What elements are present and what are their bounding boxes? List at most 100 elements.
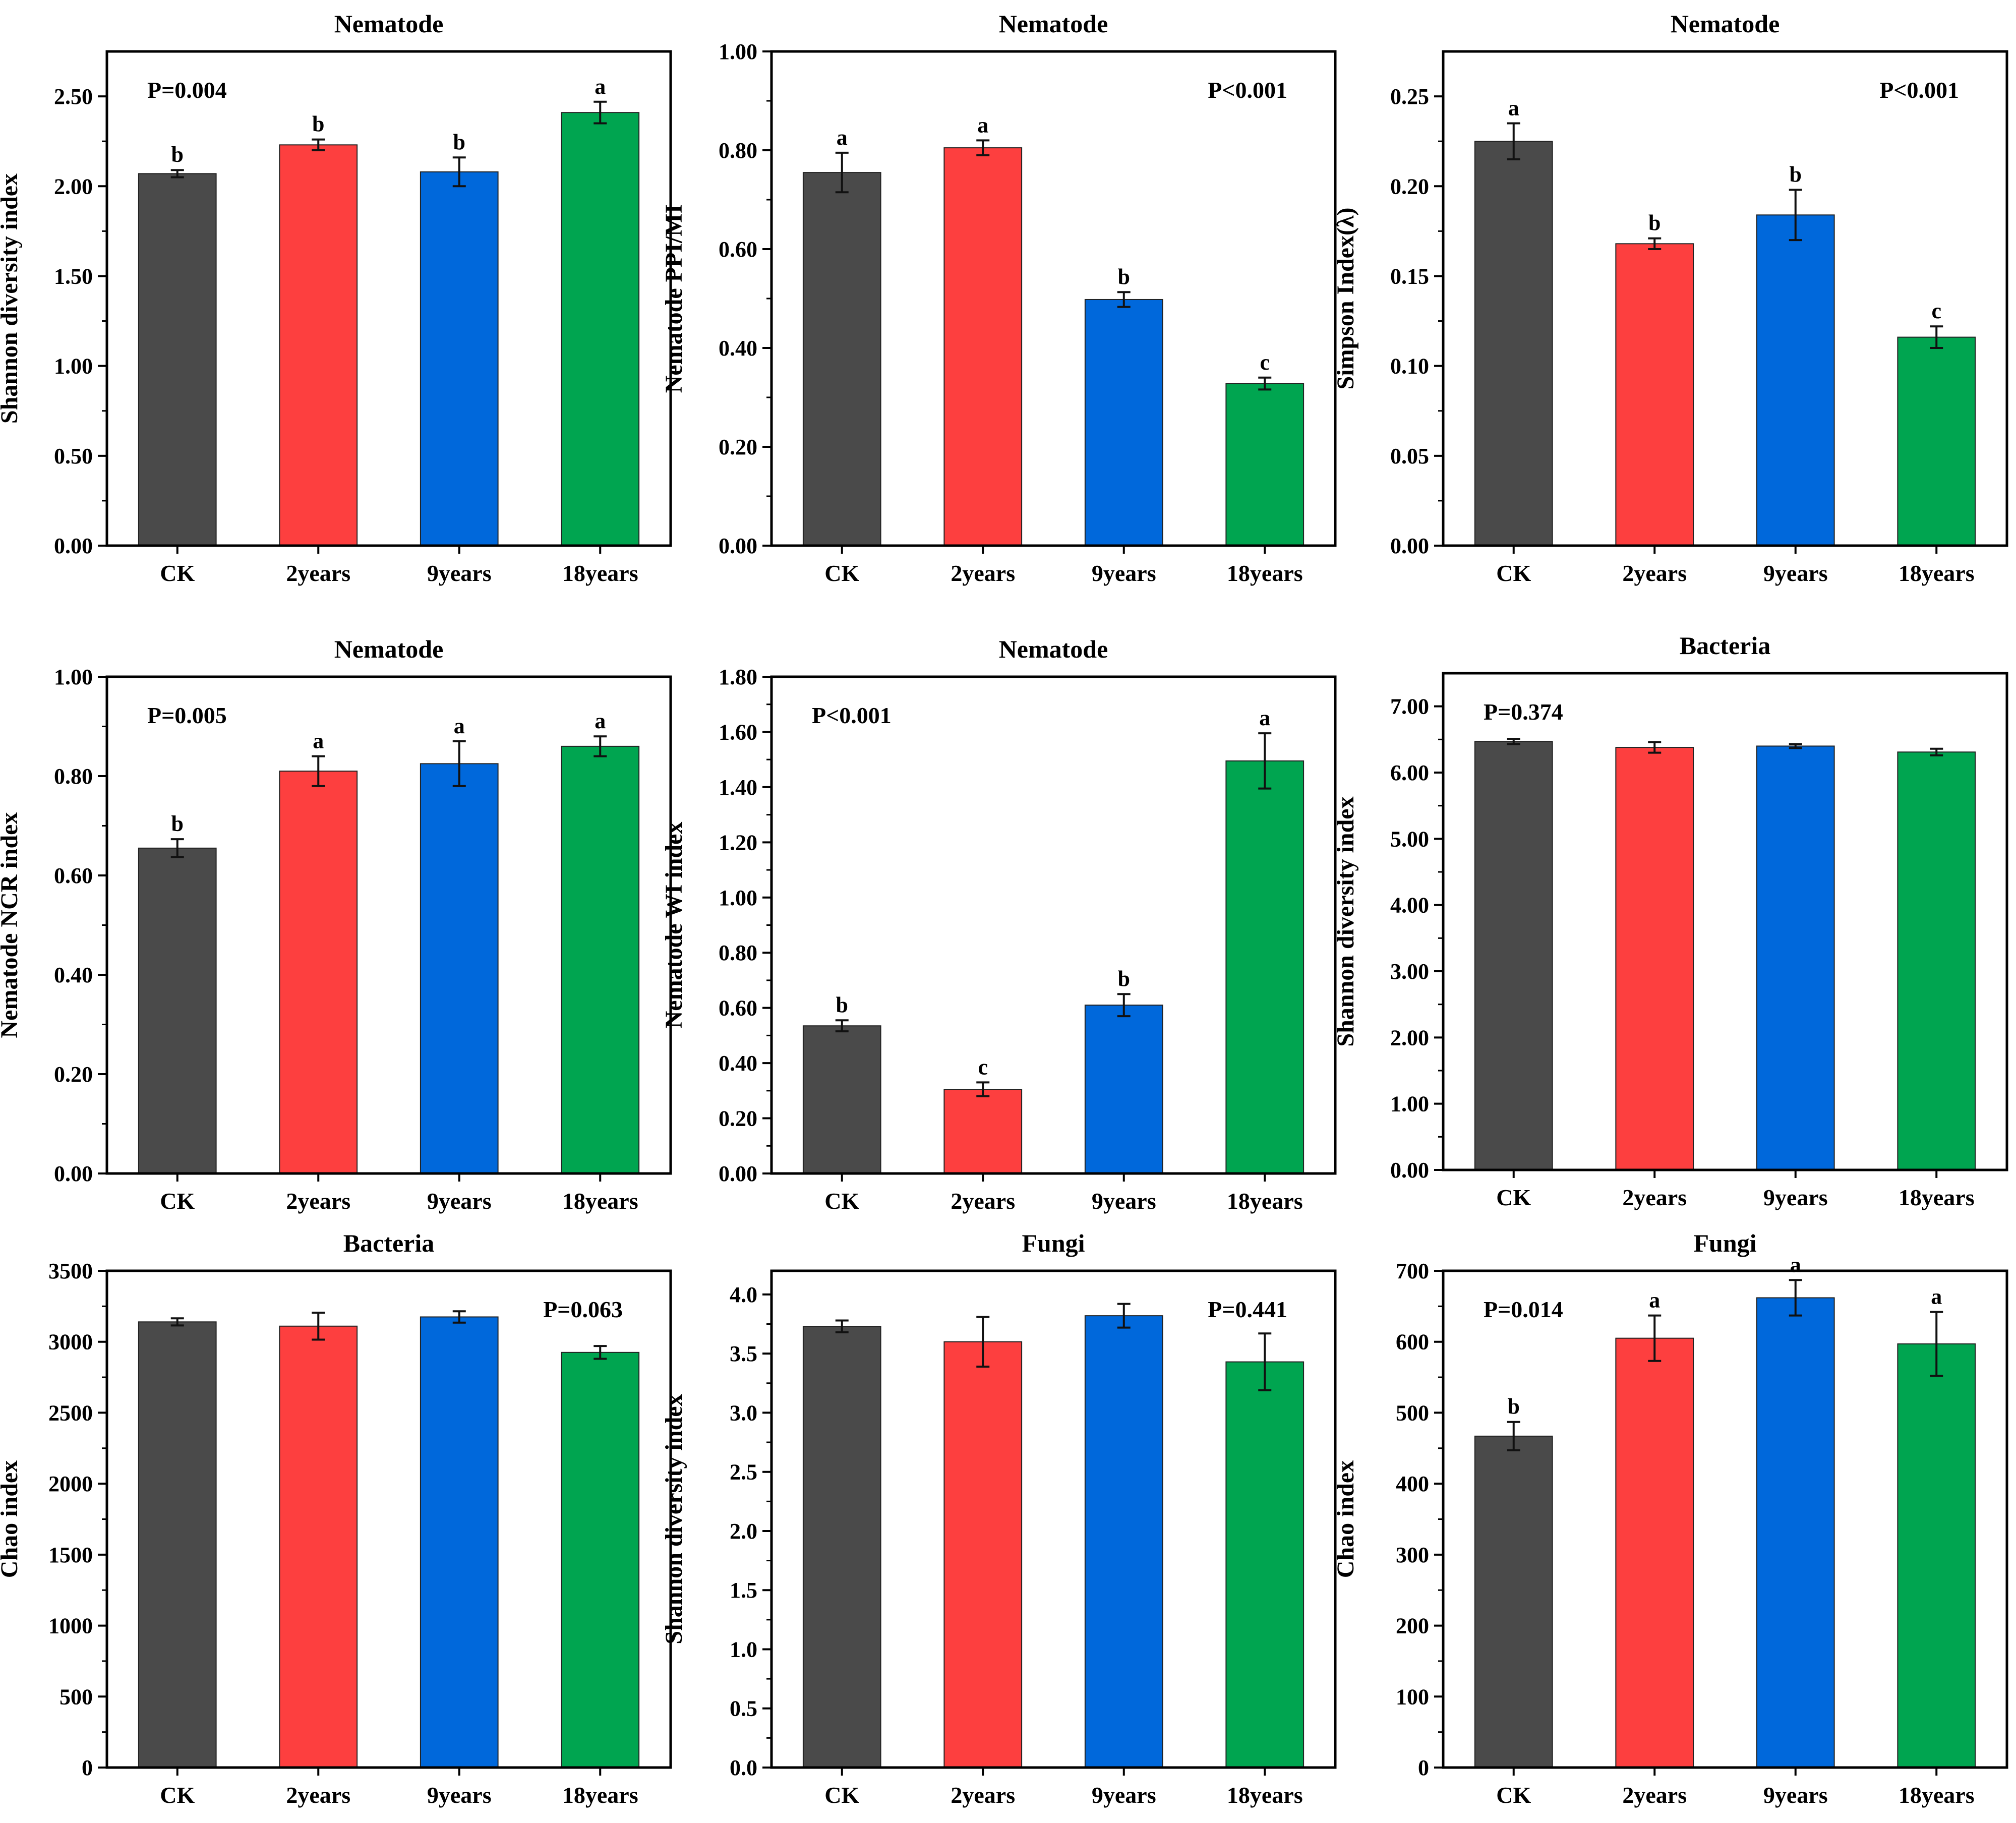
y-tick-label: 0.50 [54,444,93,468]
bar-18years [1225,1361,1305,1769]
x-tick-label-9years: 9years [1763,1185,1828,1210]
sig-letter-2years: b [312,112,324,137]
y-axis-label: Simpson Index(λ) [1332,207,1359,389]
bar-18years [561,112,640,546]
y-tick-label: 0.20 [719,435,757,459]
x-tick-label-18years: 18years [1899,560,1975,586]
plot-frame [770,675,1337,1175]
y-tick-label: 0.05 [1390,444,1429,468]
bar-CK [802,1326,881,1768]
y-tick-label: 100 [1396,1684,1429,1709]
p-value-label: P<0.001 [1879,77,1959,103]
y-tick-label: 7.00 [1390,694,1429,719]
y-axis-label: Nematode PPI/MI [661,204,687,393]
y-tick-label: 1.40 [719,775,757,800]
chart-panel-4: Nematode Nematode NCR index b CK a 2years a 9ye… [0,635,672,1214]
y-axis-label: Shannon diversity index [1332,796,1359,1046]
y-tick-label: 0.20 [54,1062,93,1087]
chart-title: Bacteria [343,1229,434,1257]
chart-panel-9: Fungi Chao index b CK a 2years a 9years a 18years… [1332,1229,2008,1808]
bar-18years [561,1351,640,1769]
y-tick-label: 3.00 [1390,959,1429,984]
p-value-label: P=0.063 [543,1297,623,1322]
plot-frame [770,50,1337,547]
x-tick-label-2years: 2years [951,1782,1015,1808]
y-tick-label: 1.00 [1390,1092,1429,1116]
y-tick-label: 0.00 [719,534,757,558]
sig-letter-2years: a [313,729,324,753]
bar-9years [1084,1315,1163,1769]
bar-2years [279,1325,358,1768]
sig-letter-CK: a [1508,96,1519,121]
plot-frame [1442,50,2008,547]
y-tick-label: 3.0 [730,1400,757,1425]
y-tick-label: 2.5 [730,1460,757,1485]
sig-letter-2years: a [977,112,988,137]
p-value-label: P=0.014 [1484,1297,1563,1322]
sig-letter-18years: a [1931,1284,1942,1309]
y-tick-label: 1500 [48,1543,93,1567]
y-tick-label: 0.40 [54,963,93,987]
sig-letter-2years: c [978,1054,988,1079]
x-tick-label-CK: CK [1496,1782,1531,1808]
sig-letter-18years: a [595,74,606,99]
y-axis-label: Nematode NCR index [0,812,23,1038]
chart-panel-5: Nematode Nematode WI index b CK c 2years b 9yea… [661,635,1337,1214]
y-tick-label: 1.5 [730,1578,757,1603]
y-tick-label: 1.00 [54,354,93,379]
x-tick-label-CK: CK [160,560,195,586]
x-tick-label-9years: 9years [427,560,492,586]
sig-letter-9years: b [1118,264,1130,289]
y-tick-label: 0.80 [719,138,757,163]
bar-2years [1615,1337,1694,1768]
y-tick-label: 700 [1396,1259,1429,1283]
y-tick-label: 1.00 [719,886,757,910]
chart-title: Nematode [334,10,444,38]
y-tick-label: 2.00 [1390,1025,1429,1050]
y-tick-label: 0 [82,1755,93,1780]
bar-CK [138,847,217,1174]
y-tick-label: 6.00 [1390,760,1429,785]
y-tick-label: 0.00 [54,534,93,558]
chart-title: Bacteria [1680,631,1770,660]
sig-letter-9years: b [1790,162,1802,187]
bar-2years [943,1089,1023,1174]
bar-9years [420,763,499,1174]
chart-panel-7: Bacteria Chao index CK 2years 9years 18years 0… [0,1229,672,1808]
y-tick-label: 1.80 [719,665,757,689]
y-tick-label: 0.00 [1390,1158,1429,1183]
bar-18years [1225,383,1305,546]
bar-18years [1897,751,1976,1170]
p-value-label: P=0.441 [1208,1297,1287,1322]
y-tick-label: 0.40 [719,1051,757,1076]
y-tick-label: 300 [1396,1543,1429,1567]
x-tick-label-CK: CK [160,1188,195,1214]
sig-letter-CK: b [171,811,184,836]
x-tick-label-9years: 9years [427,1188,492,1214]
y-tick-label: 1.50 [54,264,93,288]
y-axis-label: Shannon diversity index [661,1394,687,1644]
sig-letter-18years: c [1931,299,1941,323]
x-tick-label-CK: CK [824,560,859,586]
y-tick-label: 0.15 [1390,264,1429,288]
plot-frame [1442,1269,2008,1769]
y-tick-label: 500 [1396,1400,1429,1425]
y-tick-label: 0.80 [719,940,757,965]
y-tick-label: 0.00 [54,1161,93,1186]
sig-letter-9years: b [453,130,465,154]
y-tick-label: 0.10 [1390,354,1429,379]
bar-18years [1897,336,1976,546]
y-tick-label: 1.00 [719,39,757,64]
bar-2years [1615,747,1694,1171]
bar-9years [1084,1005,1163,1174]
y-tick-label: 600 [1396,1330,1429,1355]
y-tick-label: 3.5 [730,1341,757,1366]
chart-title: Nematode [999,635,1108,663]
y-tick-label: 0.20 [719,1106,757,1131]
bar-2years [279,144,358,547]
p-value-label: P=0.374 [1484,699,1563,725]
plot-frame [105,1269,672,1769]
y-tick-label: 0.40 [719,336,757,361]
chart-title: Nematode [1671,10,1780,38]
x-tick-label-2years: 2years [1622,1782,1687,1808]
